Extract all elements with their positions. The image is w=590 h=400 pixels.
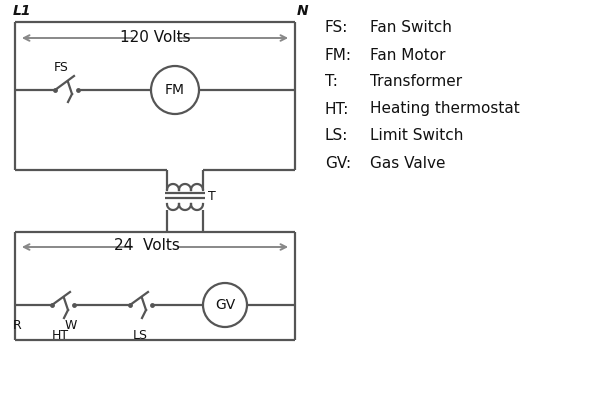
Text: FS:: FS: <box>325 20 348 36</box>
Text: FM: FM <box>165 83 185 97</box>
Text: LS: LS <box>133 329 148 342</box>
Text: Gas Valve: Gas Valve <box>370 156 445 170</box>
Text: HT: HT <box>51 329 68 342</box>
Text: 120 Volts: 120 Volts <box>120 30 191 44</box>
Text: L1: L1 <box>13 4 31 18</box>
Text: Fan Motor: Fan Motor <box>370 48 445 62</box>
Text: T: T <box>208 190 216 202</box>
Text: N: N <box>297 4 309 18</box>
Text: Transformer: Transformer <box>370 74 462 90</box>
Text: FS: FS <box>54 61 69 74</box>
Circle shape <box>151 66 199 114</box>
Text: Fan Switch: Fan Switch <box>370 20 452 36</box>
Text: FM:: FM: <box>325 48 352 62</box>
Circle shape <box>203 283 247 327</box>
Text: LS:: LS: <box>325 128 348 144</box>
Text: GV: GV <box>215 298 235 312</box>
Text: T:: T: <box>325 74 338 90</box>
Text: Limit Switch: Limit Switch <box>370 128 463 144</box>
Text: W: W <box>65 319 77 332</box>
Text: R: R <box>12 319 21 332</box>
Text: HT:: HT: <box>325 102 349 116</box>
Text: GV:: GV: <box>325 156 351 170</box>
Text: 24  Volts: 24 Volts <box>114 238 180 254</box>
Text: Heating thermostat: Heating thermostat <box>370 102 520 116</box>
